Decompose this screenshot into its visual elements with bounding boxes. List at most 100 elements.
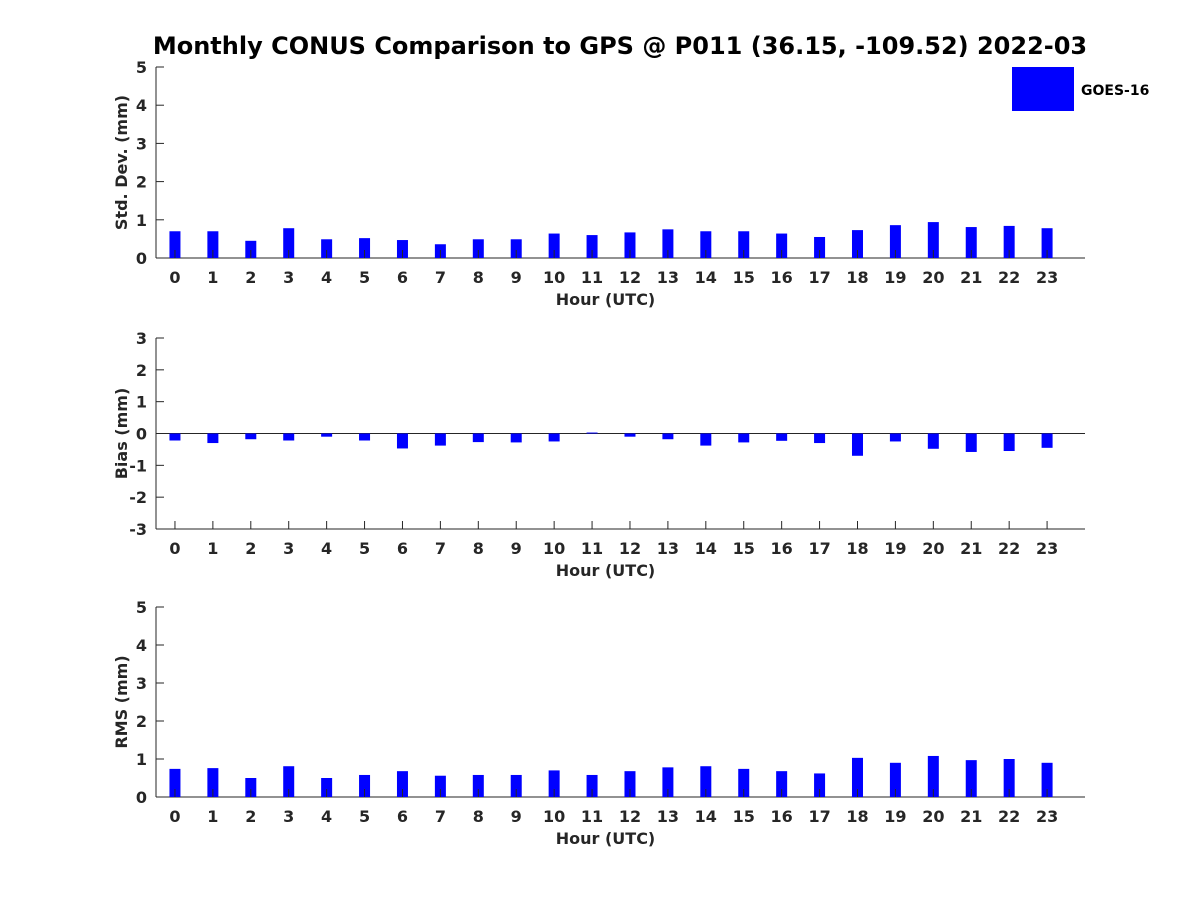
bar-hour-4 <box>321 433 333 437</box>
x-tick-label: 13 <box>657 539 679 558</box>
y-tick-label: 4 <box>136 636 147 655</box>
bar-hour-23 <box>1041 433 1053 448</box>
bar-hour-13 <box>662 767 674 797</box>
y-tick-label: 3 <box>136 134 147 153</box>
x-tick-label: 15 <box>733 539 755 558</box>
bar-hour-5 <box>359 774 371 797</box>
bar-hour-15 <box>738 433 750 443</box>
x-tick-label: 7 <box>435 268 446 287</box>
bar-hour-23 <box>1041 762 1053 797</box>
x-tick-label: 13 <box>657 807 679 826</box>
bar-hour-12 <box>624 433 636 437</box>
x-tick-label: 8 <box>473 539 484 558</box>
x-tick-label: 5 <box>359 268 370 287</box>
bar-hour-11 <box>586 432 598 434</box>
bar-hour-19 <box>889 762 901 797</box>
x-tick-label: 0 <box>169 268 180 287</box>
y-axis-label: RMS (mm) <box>112 655 131 748</box>
bar-hour-12 <box>624 232 636 258</box>
x-tick-label: 17 <box>808 807 830 826</box>
y-tick-label: 0 <box>136 788 147 807</box>
x-tick-label: 4 <box>321 807 332 826</box>
x-tick-label: 17 <box>808 268 830 287</box>
bar-hour-7 <box>434 775 446 797</box>
x-tick-label: 7 <box>435 539 446 558</box>
bar-hour-3 <box>283 228 295 258</box>
x-tick-label: 23 <box>1036 807 1058 826</box>
x-tick-label: 4 <box>321 539 332 558</box>
x-tick-label: 10 <box>543 539 565 558</box>
x-tick-label: 11 <box>581 268 603 287</box>
bar-hour-0 <box>169 768 181 797</box>
y-tick-label: 5 <box>136 58 147 77</box>
bar-hour-0 <box>169 433 181 441</box>
x-tick-label: 3 <box>283 807 294 826</box>
x-tick-label: 14 <box>695 539 717 558</box>
y-tick-label: 2 <box>136 712 147 731</box>
bar-hour-9 <box>510 239 522 258</box>
y-axis-label: Std. Dev. (mm) <box>112 95 131 230</box>
x-tick-label: 18 <box>846 539 868 558</box>
x-tick-label: 12 <box>619 268 641 287</box>
x-tick-label: 16 <box>771 807 793 826</box>
bar-hour-2 <box>245 240 257 258</box>
x-tick-label: 10 <box>543 268 565 287</box>
bar-hour-18 <box>851 433 863 456</box>
x-tick-label: 11 <box>581 807 603 826</box>
x-tick-label: 15 <box>733 268 755 287</box>
y-tick-label: 4 <box>136 96 147 115</box>
bar-hour-14 <box>700 766 712 797</box>
x-tick-label: 1 <box>207 539 218 558</box>
bar-hour-15 <box>738 768 750 797</box>
x-tick-label: 3 <box>283 539 294 558</box>
bar-hour-6 <box>396 771 408 797</box>
x-tick-label: 9 <box>511 268 522 287</box>
bar-hour-0 <box>169 231 181 258</box>
legend-swatch <box>1012 67 1074 111</box>
y-tick-label: -2 <box>129 488 147 507</box>
x-tick-label: 21 <box>960 539 982 558</box>
x-tick-label: 14 <box>695 268 717 287</box>
bar-hour-17 <box>814 773 826 797</box>
y-axis-label: Bias (mm) <box>112 388 131 480</box>
x-tick-label: 20 <box>922 539 944 558</box>
x-tick-label: 12 <box>619 807 641 826</box>
x-tick-label: 8 <box>473 268 484 287</box>
bar-hour-2 <box>245 433 257 440</box>
x-axis-label: Hour (UTC) <box>556 561 656 580</box>
x-tick-label: 1 <box>207 807 218 826</box>
bar-hour-20 <box>927 755 939 797</box>
x-tick-label: 2 <box>245 539 256 558</box>
bar-hour-22 <box>1003 433 1015 452</box>
bar-hour-3 <box>283 433 295 441</box>
x-tick-label: 8 <box>473 807 484 826</box>
bar-hour-19 <box>889 225 901 258</box>
bar-hour-14 <box>700 231 712 258</box>
bar-hour-9 <box>510 774 522 797</box>
x-tick-label: 2 <box>245 268 256 287</box>
bar-hour-8 <box>472 774 484 797</box>
bar-hour-20 <box>927 222 939 258</box>
bar-hour-10 <box>548 233 560 258</box>
legend: GOES-16 <box>1012 67 1149 111</box>
x-tick-label: 18 <box>846 268 868 287</box>
bar-hour-22 <box>1003 225 1015 258</box>
x-tick-label: 22 <box>998 807 1020 826</box>
bar-hour-1 <box>207 231 219 258</box>
bar-hour-16 <box>776 771 788 797</box>
bar-hour-4 <box>321 239 333 258</box>
x-tick-label: 23 <box>1036 268 1058 287</box>
bar-hour-18 <box>851 757 863 797</box>
x-tick-label: 22 <box>998 539 1020 558</box>
x-tick-label: 20 <box>922 807 944 826</box>
x-tick-label: 21 <box>960 268 982 287</box>
bar-hour-17 <box>814 433 826 444</box>
x-tick-label: 16 <box>771 539 793 558</box>
x-tick-label: 10 <box>543 807 565 826</box>
bar-hour-8 <box>472 433 484 443</box>
bar-hour-14 <box>700 433 712 446</box>
x-tick-label: 9 <box>511 539 522 558</box>
bar-hour-22 <box>1003 759 1015 797</box>
figure-title: Monthly CONUS Comparison to GPS @ P011 (… <box>153 32 1087 60</box>
